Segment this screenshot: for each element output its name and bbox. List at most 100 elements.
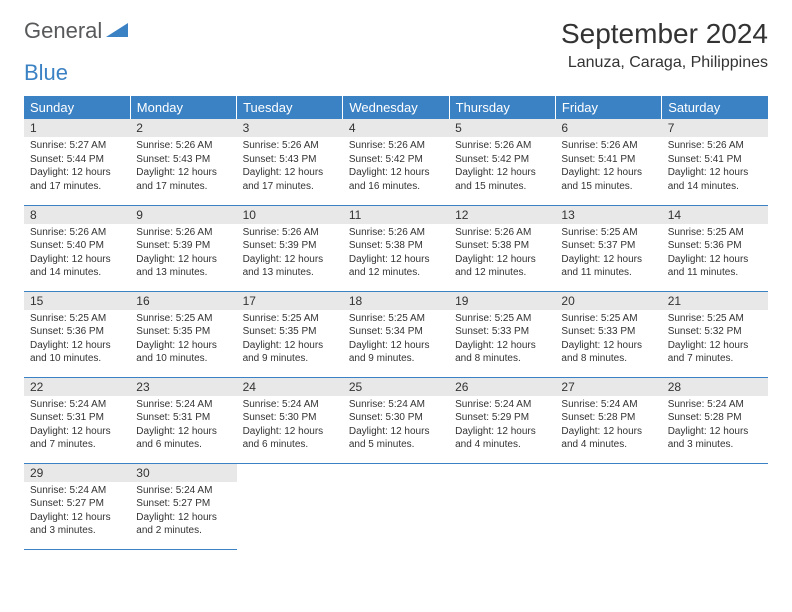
calendar-day-cell: 4Sunrise: 5:26 AMSunset: 5:42 PMDaylight…: [343, 119, 449, 205]
day-number: 16: [130, 292, 236, 310]
day-number: 30: [130, 464, 236, 482]
day-number: 27: [555, 378, 661, 396]
calendar-day-cell: 3Sunrise: 5:26 AMSunset: 5:43 PMDaylight…: [237, 119, 343, 205]
day-details: Sunrise: 5:26 AMSunset: 5:43 PMDaylight:…: [130, 137, 236, 195]
calendar-day-cell: 26Sunrise: 5:24 AMSunset: 5:29 PMDayligh…: [449, 377, 555, 463]
logo-text-blue: Blue: [24, 60, 68, 85]
day-number: 14: [662, 206, 768, 224]
day-details: Sunrise: 5:26 AMSunset: 5:38 PMDaylight:…: [343, 224, 449, 282]
calendar-week-row: 22Sunrise: 5:24 AMSunset: 5:31 PMDayligh…: [24, 377, 768, 463]
weekday-header: Saturday: [662, 96, 768, 119]
day-details: Sunrise: 5:24 AMSunset: 5:31 PMDaylight:…: [130, 396, 236, 454]
day-number: 25: [343, 378, 449, 396]
calendar-body: 1Sunrise: 5:27 AMSunset: 5:44 PMDaylight…: [24, 119, 768, 549]
day-details: Sunrise: 5:24 AMSunset: 5:28 PMDaylight:…: [662, 396, 768, 454]
calendar-day-cell: 18Sunrise: 5:25 AMSunset: 5:34 PMDayligh…: [343, 291, 449, 377]
weekday-header: Sunday: [24, 96, 130, 119]
day-details: Sunrise: 5:27 AMSunset: 5:44 PMDaylight:…: [24, 137, 130, 195]
day-details: Sunrise: 5:25 AMSunset: 5:34 PMDaylight:…: [343, 310, 449, 368]
day-number: 28: [662, 378, 768, 396]
day-details: Sunrise: 5:25 AMSunset: 5:33 PMDaylight:…: [449, 310, 555, 368]
day-number: 29: [24, 464, 130, 482]
day-number: 19: [449, 292, 555, 310]
calendar-week-row: 29Sunrise: 5:24 AMSunset: 5:27 PMDayligh…: [24, 463, 768, 549]
logo-text-general: General: [24, 18, 102, 44]
day-details: Sunrise: 5:25 AMSunset: 5:32 PMDaylight:…: [662, 310, 768, 368]
day-number: 7: [662, 119, 768, 137]
calendar-week-row: 15Sunrise: 5:25 AMSunset: 5:36 PMDayligh…: [24, 291, 768, 377]
day-number: 4: [343, 119, 449, 137]
calendar-day-cell: 10Sunrise: 5:26 AMSunset: 5:39 PMDayligh…: [237, 205, 343, 291]
day-number: 5: [449, 119, 555, 137]
logo: General: [24, 18, 128, 44]
day-number: 9: [130, 206, 236, 224]
calendar-day-cell: 2Sunrise: 5:26 AMSunset: 5:43 PMDaylight…: [130, 119, 236, 205]
day-details: Sunrise: 5:24 AMSunset: 5:30 PMDaylight:…: [343, 396, 449, 454]
day-details: Sunrise: 5:26 AMSunset: 5:39 PMDaylight:…: [237, 224, 343, 282]
calendar-day-cell: 8Sunrise: 5:26 AMSunset: 5:40 PMDaylight…: [24, 205, 130, 291]
day-number: 18: [343, 292, 449, 310]
day-details: Sunrise: 5:24 AMSunset: 5:31 PMDaylight:…: [24, 396, 130, 454]
calendar-day-cell: 12Sunrise: 5:26 AMSunset: 5:38 PMDayligh…: [449, 205, 555, 291]
calendar-day-cell: 28Sunrise: 5:24 AMSunset: 5:28 PMDayligh…: [662, 377, 768, 463]
day-details: Sunrise: 5:25 AMSunset: 5:33 PMDaylight:…: [555, 310, 661, 368]
day-number: 10: [237, 206, 343, 224]
calendar-week-row: 8Sunrise: 5:26 AMSunset: 5:40 PMDaylight…: [24, 205, 768, 291]
day-number: 13: [555, 206, 661, 224]
day-details: Sunrise: 5:24 AMSunset: 5:30 PMDaylight:…: [237, 396, 343, 454]
day-number: 20: [555, 292, 661, 310]
day-details: Sunrise: 5:26 AMSunset: 5:39 PMDaylight:…: [130, 224, 236, 282]
logo-triangle-icon: [106, 21, 128, 42]
day-details: Sunrise: 5:26 AMSunset: 5:42 PMDaylight:…: [449, 137, 555, 195]
calendar-week-row: 1Sunrise: 5:27 AMSunset: 5:44 PMDaylight…: [24, 119, 768, 205]
day-number: 8: [24, 206, 130, 224]
calendar-day-cell: 30Sunrise: 5:24 AMSunset: 5:27 PMDayligh…: [130, 463, 236, 549]
day-details: Sunrise: 5:25 AMSunset: 5:36 PMDaylight:…: [662, 224, 768, 282]
day-number: 26: [449, 378, 555, 396]
day-number: 15: [24, 292, 130, 310]
day-details: Sunrise: 5:26 AMSunset: 5:41 PMDaylight:…: [555, 137, 661, 195]
day-number: 6: [555, 119, 661, 137]
day-details: Sunrise: 5:26 AMSunset: 5:40 PMDaylight:…: [24, 224, 130, 282]
day-details: Sunrise: 5:25 AMSunset: 5:35 PMDaylight:…: [130, 310, 236, 368]
day-number: 22: [24, 378, 130, 396]
calendar-day-cell: 7Sunrise: 5:26 AMSunset: 5:41 PMDaylight…: [662, 119, 768, 205]
calendar-day-cell: [662, 463, 768, 549]
calendar-day-cell: [343, 463, 449, 549]
day-details: Sunrise: 5:25 AMSunset: 5:37 PMDaylight:…: [555, 224, 661, 282]
weekday-header: Friday: [555, 96, 661, 119]
day-details: Sunrise: 5:26 AMSunset: 5:41 PMDaylight:…: [662, 137, 768, 195]
day-number: 3: [237, 119, 343, 137]
calendar-day-cell: 17Sunrise: 5:25 AMSunset: 5:35 PMDayligh…: [237, 291, 343, 377]
calendar-day-cell: 13Sunrise: 5:25 AMSunset: 5:37 PMDayligh…: [555, 205, 661, 291]
calendar-day-cell: 16Sunrise: 5:25 AMSunset: 5:35 PMDayligh…: [130, 291, 236, 377]
day-details: Sunrise: 5:26 AMSunset: 5:42 PMDaylight:…: [343, 137, 449, 195]
calendar-day-cell: 14Sunrise: 5:25 AMSunset: 5:36 PMDayligh…: [662, 205, 768, 291]
weekday-header: Thursday: [449, 96, 555, 119]
calendar-day-cell: [237, 463, 343, 549]
day-details: Sunrise: 5:24 AMSunset: 5:29 PMDaylight:…: [449, 396, 555, 454]
day-details: Sunrise: 5:25 AMSunset: 5:35 PMDaylight:…: [237, 310, 343, 368]
day-number: 11: [343, 206, 449, 224]
day-details: Sunrise: 5:25 AMSunset: 5:36 PMDaylight:…: [24, 310, 130, 368]
day-number: 21: [662, 292, 768, 310]
calendar-day-cell: 29Sunrise: 5:24 AMSunset: 5:27 PMDayligh…: [24, 463, 130, 549]
calendar-day-cell: 27Sunrise: 5:24 AMSunset: 5:28 PMDayligh…: [555, 377, 661, 463]
day-details: Sunrise: 5:24 AMSunset: 5:28 PMDaylight:…: [555, 396, 661, 454]
location-text: Lanuza, Caraga, Philippines: [561, 54, 768, 72]
calendar-day-cell: [555, 463, 661, 549]
calendar-table: Sunday Monday Tuesday Wednesday Thursday…: [24, 96, 768, 550]
day-details: Sunrise: 5:26 AMSunset: 5:43 PMDaylight:…: [237, 137, 343, 195]
calendar-day-cell: 1Sunrise: 5:27 AMSunset: 5:44 PMDaylight…: [24, 119, 130, 205]
weekday-header-row: Sunday Monday Tuesday Wednesday Thursday…: [24, 96, 768, 119]
day-number: 2: [130, 119, 236, 137]
calendar-day-cell: 11Sunrise: 5:26 AMSunset: 5:38 PMDayligh…: [343, 205, 449, 291]
calendar-day-cell: [449, 463, 555, 549]
calendar-day-cell: 25Sunrise: 5:24 AMSunset: 5:30 PMDayligh…: [343, 377, 449, 463]
day-details: Sunrise: 5:24 AMSunset: 5:27 PMDaylight:…: [130, 482, 236, 540]
calendar-day-cell: 6Sunrise: 5:26 AMSunset: 5:41 PMDaylight…: [555, 119, 661, 205]
calendar-day-cell: 23Sunrise: 5:24 AMSunset: 5:31 PMDayligh…: [130, 377, 236, 463]
title-block: September 2024 Lanuza, Caraga, Philippin…: [561, 18, 768, 72]
day-number: 23: [130, 378, 236, 396]
day-number: 17: [237, 292, 343, 310]
